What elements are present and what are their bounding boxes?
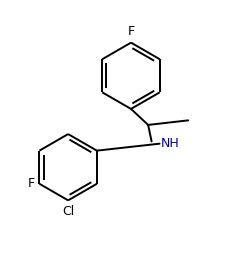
- Text: NH: NH: [160, 137, 179, 150]
- Text: F: F: [27, 177, 34, 190]
- Text: F: F: [127, 25, 134, 38]
- Text: Cl: Cl: [62, 205, 74, 218]
